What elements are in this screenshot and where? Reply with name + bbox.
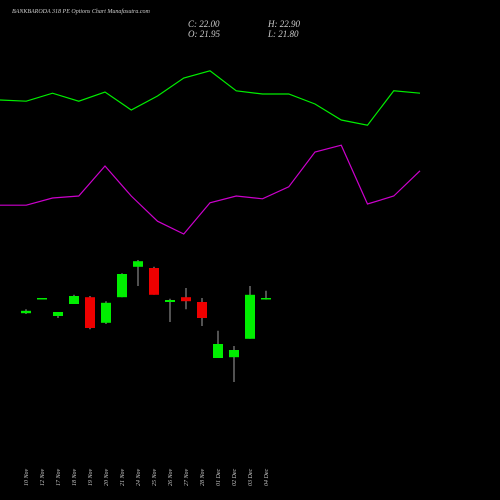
indicator-line (0, 70, 421, 126)
candle-body (37, 298, 47, 300)
candle-body (213, 344, 223, 358)
candle-body (69, 296, 79, 304)
x-tick-label: 02 Dec (232, 469, 238, 486)
low-label: L: 21.80 (267, 29, 299, 39)
candle-body (117, 274, 127, 298)
candle-body (229, 350, 239, 358)
x-tick-label: 03 Dec (248, 469, 254, 486)
x-tick-label: 24 Nov (135, 468, 142, 486)
x-tick-label: 17 Nov (56, 468, 62, 486)
x-tick-label: 28 Nov (200, 468, 206, 486)
open-label: O: 21.95 (188, 29, 220, 39)
x-tick-label: 18 Nov (72, 468, 78, 486)
candle-body (261, 298, 271, 300)
x-tick-label: 20 Nov (104, 468, 110, 486)
candle-body (149, 268, 159, 295)
candle-body (181, 297, 191, 302)
x-tick-label: 27 Nov (184, 468, 190, 486)
candle-body (85, 297, 95, 328)
x-tick-label: 19 Nov (88, 468, 94, 486)
x-tick-label: 04 Dec (263, 469, 270, 486)
close-label: C: 22.00 (188, 19, 220, 29)
x-tick-label: 01 Dec (216, 469, 222, 486)
candle-body (197, 302, 207, 318)
candle-body (21, 310, 31, 314)
candle-body (245, 294, 255, 339)
candle-body (133, 261, 143, 267)
x-tick-label: 21 Nov (120, 468, 126, 486)
candle-body (101, 302, 111, 323)
x-tick-label: 25 Nov (152, 468, 158, 486)
x-tick-label: 12 Nov (40, 468, 46, 486)
high-label: H: 22.90 (267, 19, 300, 29)
candle-body (53, 312, 63, 316)
candle-body (165, 300, 175, 302)
x-tick-label: 10 Nov (24, 468, 30, 486)
indicator-line (0, 144, 421, 235)
chart-title: BANKBARODA 318 PE Options Chart Munafasu… (12, 8, 151, 15)
x-tick-label: 26 Nov (168, 468, 174, 486)
